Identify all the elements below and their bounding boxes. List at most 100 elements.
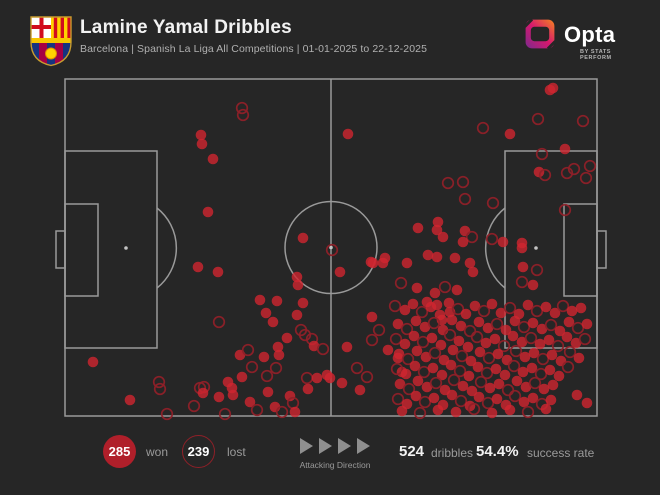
dribble-lost-dot bbox=[187, 399, 201, 413]
dribble-won-dot bbox=[480, 337, 492, 349]
dribble-won-dot bbox=[540, 301, 552, 313]
dribble-won-dot bbox=[536, 323, 548, 335]
dribble-won-dot bbox=[273, 349, 285, 361]
dribble-won-dot bbox=[207, 153, 219, 165]
dribble-won-dot bbox=[516, 336, 528, 348]
dribble-won-dot bbox=[511, 375, 523, 387]
dribble-lost-dot bbox=[467, 402, 481, 416]
dribble-won-dot bbox=[271, 295, 283, 307]
dribble-won-dot bbox=[244, 396, 256, 408]
dribble-lost-dot bbox=[534, 367, 548, 381]
dribble-won-dot bbox=[407, 298, 419, 310]
right-penalty-arc bbox=[484, 207, 506, 289]
dribble-won-dot bbox=[400, 368, 412, 380]
dribble-won-dot bbox=[311, 372, 323, 384]
dribble-won-dot bbox=[519, 351, 531, 363]
dribble-lost-dot bbox=[241, 343, 255, 357]
page-subtitle: Barcelona | Spanish La Liga All Competit… bbox=[80, 43, 428, 55]
dribble-won-dot bbox=[432, 404, 444, 416]
dribble-won-dot bbox=[465, 355, 477, 367]
dribble-won-dot bbox=[432, 216, 444, 228]
success-rate-label: success rate bbox=[527, 446, 595, 460]
dribble-lost-dot bbox=[455, 349, 469, 363]
dribble-won-dot bbox=[555, 355, 567, 367]
dribble-lost-dot bbox=[390, 362, 404, 376]
dribble-won-dot bbox=[197, 387, 209, 399]
dribble-won-dot bbox=[495, 307, 507, 319]
dribble-lost-dot bbox=[458, 192, 472, 206]
dribble-lost-dot bbox=[476, 121, 490, 135]
dribble-won-dot bbox=[516, 242, 528, 254]
header: Lamine Yamal Dribbles Barcelona | Spanis… bbox=[0, 0, 660, 78]
dribble-won-dot bbox=[411, 282, 423, 294]
dribble-won-dot bbox=[545, 394, 557, 406]
dribble-won-dot bbox=[526, 362, 538, 374]
right-six-yard-box bbox=[563, 203, 598, 297]
dribble-won-dot bbox=[527, 317, 539, 329]
attacking-direction-arrow-icon bbox=[357, 438, 370, 454]
dribble-won-dot bbox=[342, 128, 354, 140]
dribble-lost-dot bbox=[474, 375, 488, 389]
dribble-won-dot bbox=[455, 320, 467, 332]
dribble-won-dot bbox=[428, 392, 440, 404]
dribble-won-dot bbox=[422, 249, 434, 261]
dribble-won-dot bbox=[538, 383, 550, 395]
dribble-won-dot bbox=[291, 309, 303, 321]
dribble-won-dot bbox=[431, 224, 443, 236]
dribble-lost-dot bbox=[360, 370, 374, 384]
dribble-lost-dot bbox=[521, 405, 535, 419]
dribble-lost-dot bbox=[576, 114, 590, 128]
dribble-lost-dot bbox=[394, 276, 408, 290]
dribble-won-dot bbox=[334, 266, 346, 278]
dribble-won-dot bbox=[366, 311, 378, 323]
left-penalty-arc bbox=[156, 207, 178, 289]
dribble-lost-dot bbox=[470, 330, 484, 344]
dribble-won-dot bbox=[563, 316, 575, 328]
dribble-won-dot bbox=[522, 299, 534, 311]
dribble-won-dot bbox=[435, 339, 447, 351]
opta-wordmark: Opta bbox=[564, 22, 616, 47]
dribble-won-dot bbox=[394, 378, 406, 390]
dribble-lost-dot bbox=[507, 359, 521, 373]
dribble-won-dot bbox=[517, 261, 529, 273]
dribble-won-dot bbox=[490, 363, 502, 375]
dribble-lost-dot bbox=[427, 316, 441, 330]
dribble-won-dot bbox=[554, 325, 566, 337]
dribble-won-dot bbox=[297, 232, 309, 244]
dribble-won-dot bbox=[399, 304, 411, 316]
dribble-won-dot bbox=[489, 333, 501, 345]
lost-label: lost bbox=[227, 445, 246, 459]
dribble-won-dot bbox=[449, 252, 461, 264]
dribble-lost-dot bbox=[453, 364, 467, 378]
left-penalty-box bbox=[64, 150, 158, 349]
dribble-won-dot bbox=[553, 370, 565, 382]
dribble-lost-dot bbox=[417, 365, 431, 379]
dribble-won-dot bbox=[195, 129, 207, 141]
dribble-lost-dot bbox=[486, 196, 500, 210]
dribble-won-dot bbox=[561, 331, 573, 343]
dribble-won-dot bbox=[491, 393, 503, 405]
dribble-won-dot bbox=[87, 356, 99, 368]
dribble-won-dot bbox=[396, 405, 408, 417]
dribble-won-dot bbox=[213, 391, 225, 403]
dribble-won-dot bbox=[499, 369, 511, 381]
dribble-won-dot bbox=[504, 404, 516, 416]
dribble-lost-dot bbox=[325, 243, 339, 257]
dribble-lost-dot bbox=[530, 263, 544, 277]
dribble-lost-dot bbox=[316, 342, 330, 356]
dribble-won-dot bbox=[501, 354, 513, 366]
dribble-lost-dot bbox=[443, 328, 457, 342]
dribble-won-dot bbox=[434, 309, 446, 321]
dribble-won-dot bbox=[504, 128, 516, 140]
dribble-lost-dot bbox=[556, 299, 570, 313]
dribble-lost-dot bbox=[477, 304, 491, 318]
dribble-lost-dot bbox=[218, 407, 232, 421]
dribble-lost-dot bbox=[583, 159, 597, 173]
dribble-won-dot bbox=[212, 266, 224, 278]
dribble-won-dot bbox=[291, 271, 303, 283]
dribble-won-dot bbox=[559, 143, 571, 155]
dribble-won-dot bbox=[492, 348, 504, 360]
dribble-lost-dot bbox=[503, 301, 517, 315]
dribble-lost-dot bbox=[413, 406, 427, 420]
